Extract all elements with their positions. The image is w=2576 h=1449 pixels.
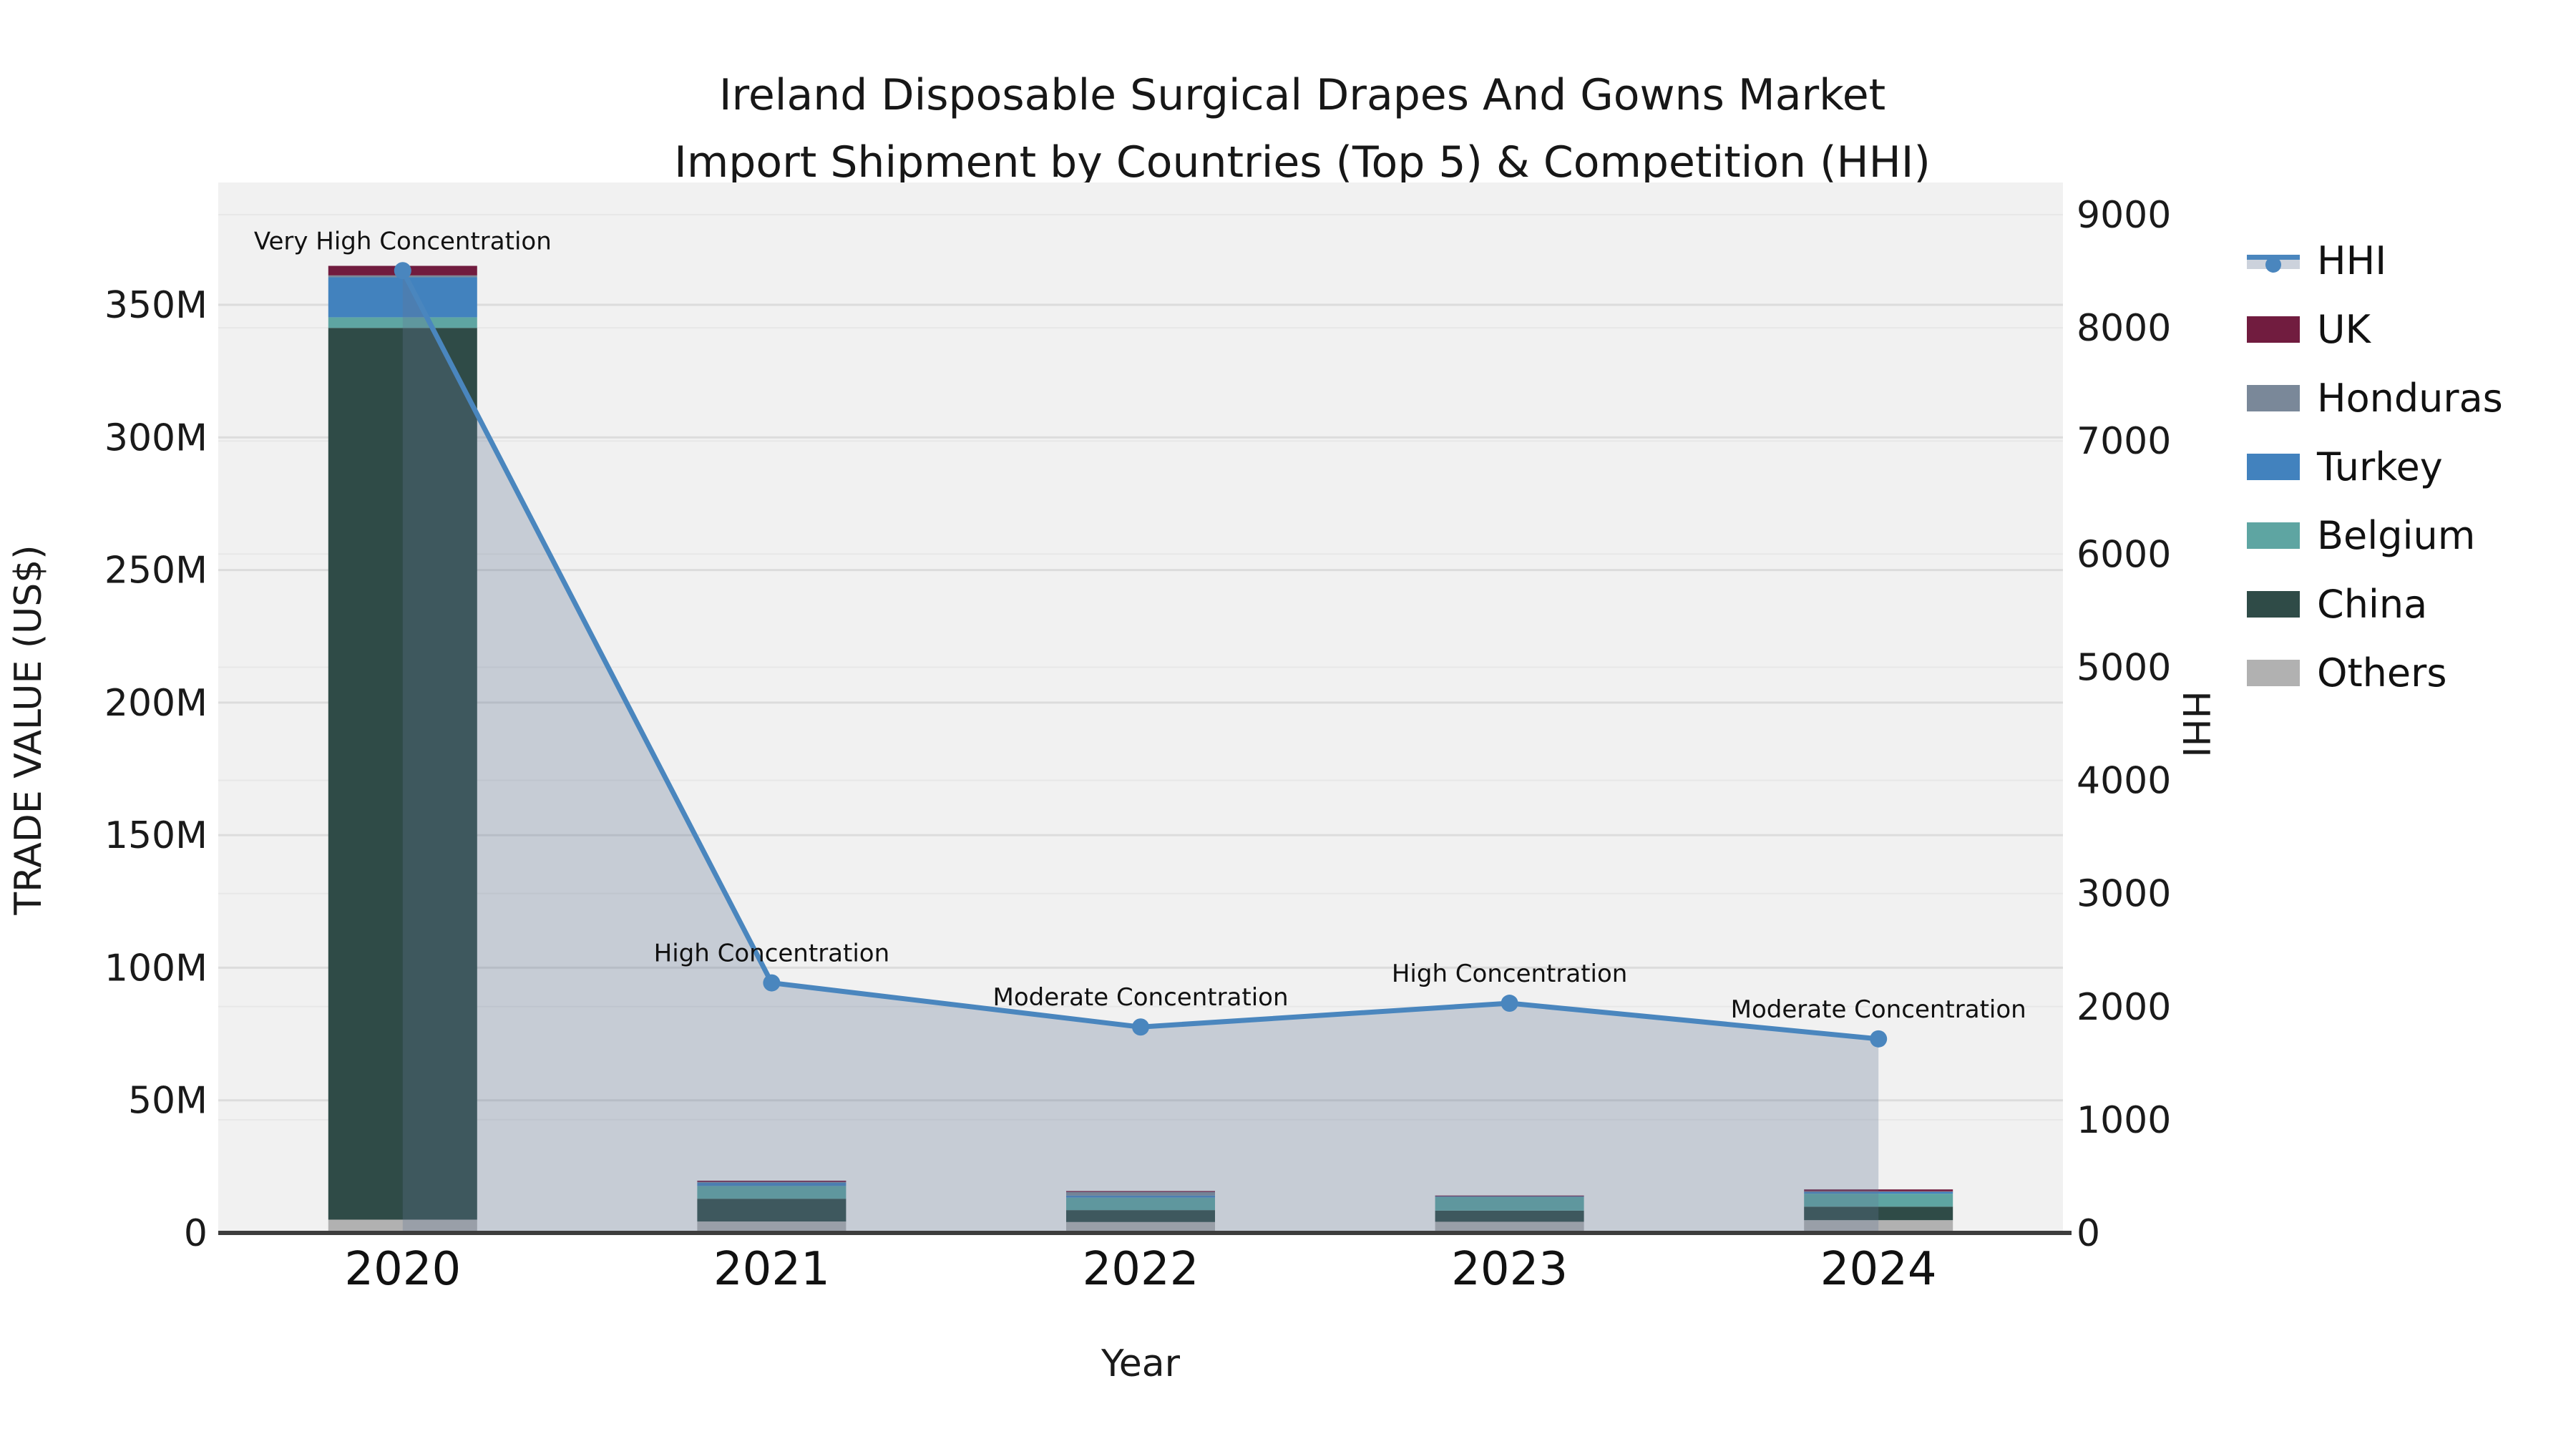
bar-segment-turkey-2020[interactable] [328, 277, 477, 318]
bar-segment-belgium-2024[interactable] [1804, 1194, 1953, 1207]
bar-segment-honduras-2024[interactable] [1804, 1191, 1953, 1192]
bar-segment-turkey-2021[interactable] [697, 1182, 847, 1186]
y-right-tick-9000: 9000 [2077, 194, 2171, 237]
legend-label: HHI [2317, 238, 2387, 283]
hhi-point-2021[interactable] [763, 974, 781, 992]
legend-item-turkey[interactable]: Turkey [2247, 432, 2503, 501]
bar-segment-turkey-2022[interactable] [1066, 1195, 1215, 1198]
bar-segment-uk-2024[interactable] [1804, 1189, 1953, 1191]
annotation-2022: Moderate Concentration [992, 983, 1288, 1012]
annotation-2023: High Concentration [1392, 960, 1627, 988]
bar-segment-others-2020[interactable] [328, 1219, 477, 1233]
bar-segment-others-2022[interactable] [1066, 1221, 1215, 1233]
legend-item-others[interactable]: Others [2247, 638, 2503, 707]
legend-label: Others [2317, 650, 2447, 696]
bar-segment-belgium-2023[interactable] [1435, 1196, 1584, 1211]
bar-segment-others-2021[interactable] [697, 1221, 847, 1233]
bar-segment-honduras-2021[interactable] [697, 1181, 847, 1183]
y-right-tick-7000: 7000 [2077, 420, 2171, 463]
y-right-tick-5000: 5000 [2077, 646, 2171, 689]
legend-label: Turkey [2317, 444, 2443, 489]
y-right-tick-6000: 6000 [2077, 533, 2171, 576]
y-right-tick-1000: 1000 [2077, 1099, 2171, 1142]
bar-segment-belgium-2022[interactable] [1066, 1197, 1215, 1211]
bar-segment-others-2024[interactable] [1804, 1220, 1953, 1233]
hhi-point-2024[interactable] [1870, 1030, 1888, 1048]
legend-color-swatch [2247, 522, 2300, 549]
y-left-tick-250M: 250M [104, 550, 208, 592]
bar-segment-china-2021[interactable] [697, 1199, 847, 1222]
hhi-point-2020[interactable] [394, 262, 411, 280]
plot-background [218, 182, 2063, 1233]
x-axis-line [218, 1231, 2072, 1235]
bar-segment-china-2024[interactable] [1804, 1206, 1953, 1221]
bar-segment-uk-2021[interactable] [697, 1180, 847, 1182]
y-left-tick-50M: 50M [128, 1080, 208, 1123]
chart-title-line2: Import Shipment by Countries (Top 5) & C… [674, 137, 1931, 187]
y-left-tick-350M: 350M [104, 284, 208, 327]
legend-color-swatch [2247, 316, 2300, 343]
x-tick-2020: 2020 [344, 1243, 461, 1296]
y-left-tick-200M: 200M [104, 682, 208, 725]
x-tick-2024: 2024 [1820, 1243, 1937, 1296]
legend-color-swatch [2247, 590, 2300, 618]
legend-color-swatch [2247, 659, 2300, 686]
y-right-tick-3000: 3000 [2077, 873, 2171, 916]
annotation-2020: Very High Concentration [254, 227, 552, 255]
y-right-tick-4000: 4000 [2077, 760, 2171, 803]
hhi-point-2023[interactable] [1501, 995, 1518, 1013]
bar-segment-china-2023[interactable] [1435, 1210, 1584, 1222]
annotation-2024: Moderate Concentration [1731, 995, 2026, 1024]
legend-label: UK [2317, 306, 2371, 352]
legend-item-hhi[interactable]: HHI [2247, 226, 2503, 295]
bar-segment-turkey-2024[interactable] [1804, 1191, 1953, 1194]
legend-label: Honduras [2317, 375, 2503, 421]
x-tick-2021: 2021 [713, 1243, 830, 1296]
y-right-tick-8000: 8000 [2077, 307, 2171, 350]
y-right-tick-2000: 2000 [2077, 986, 2171, 1029]
legend-label: Belgium [2317, 512, 2476, 558]
x-tick-2023: 2023 [1451, 1243, 1568, 1296]
y-right-tick-0: 0 [2077, 1212, 2100, 1255]
x-axis-title: Year [1101, 1342, 1181, 1385]
bar-segment-others-2023[interactable] [1435, 1221, 1584, 1233]
legend-item-honduras[interactable]: Honduras [2247, 364, 2503, 432]
y-left-tick-0: 0 [184, 1212, 208, 1255]
legend-item-uk[interactable]: UK [2247, 295, 2503, 364]
chart-title-line1: Ireland Disposable Surgical Drapes And G… [718, 70, 1886, 120]
bar-segment-belgium-2020[interactable] [328, 317, 477, 328]
bar-segment-honduras-2022[interactable] [1066, 1191, 1215, 1196]
legend: HHI UK Honduras Turkey Belgium China Others [2247, 226, 2503, 707]
x-tick-2022: 2022 [1083, 1243, 1199, 1296]
legend-item-china[interactable]: China [2247, 570, 2503, 638]
hhi-point-2022[interactable] [1132, 1018, 1149, 1036]
legend-line-swatch [2247, 248, 2300, 274]
y-left-tick-300M: 300M [104, 416, 208, 459]
annotation-2021: High Concentration [654, 940, 889, 968]
bar-segment-china-2020[interactable] [328, 328, 477, 1220]
legend-color-swatch [2247, 384, 2300, 411]
legend-color-swatch [2247, 453, 2300, 480]
y-left-tick-100M: 100M [104, 947, 208, 990]
legend-label: China [2317, 581, 2428, 627]
y-left-tick-150M: 150M [104, 814, 208, 857]
hhi-area-fill [402, 270, 1879, 1233]
bar-segment-belgium-2021[interactable] [697, 1186, 847, 1199]
legend-item-belgium[interactable]: Belgium [2247, 501, 2503, 570]
bar-segment-china-2022[interactable] [1066, 1210, 1215, 1222]
